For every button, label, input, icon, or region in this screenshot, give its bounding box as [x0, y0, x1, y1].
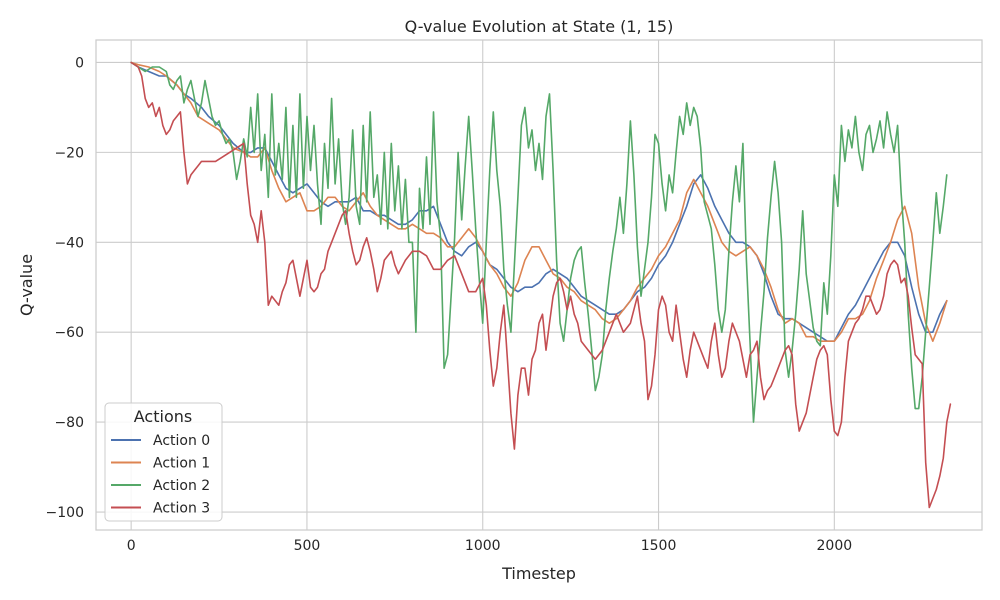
y-tick-label: −20 — [54, 145, 84, 161]
series-lines — [130, 61, 952, 509]
x-tick-label: 1000 — [465, 538, 501, 554]
legend-label-action-3: Action 3 — [153, 501, 210, 517]
x-axis-label: Timestep — [501, 564, 576, 583]
x-tick-label: 500 — [294, 538, 321, 554]
legend-label-action-0: Action 0 — [153, 433, 210, 449]
tick-labels: 0 500 1000 1500 2000 0 −20 −40 −60 −80 −100 — [46, 55, 853, 554]
x-tick-label: 0 — [127, 538, 136, 554]
y-axis-label: Q-value — [17, 254, 36, 316]
x-tick-label: 1500 — [641, 538, 677, 554]
y-tick-label: −80 — [54, 415, 84, 431]
legend: Actions Action 0 Action 1 Action 2 Action 3 — [104, 402, 223, 522]
y-tick-label: −60 — [54, 325, 84, 341]
legend-label-action-2: Action 2 — [153, 478, 210, 494]
series-line-action-3 — [130, 61, 952, 509]
y-tick-label: −40 — [54, 235, 84, 251]
series-line-action-1 — [130, 61, 948, 343]
chart-title: Q-value Evolution at State (1, 15) — [405, 17, 674, 36]
legend-box — [104, 402, 223, 522]
y-tick-label: −100 — [46, 505, 84, 521]
x-tick-label: 2000 — [817, 538, 853, 554]
y-tick-label: 0 — [75, 55, 84, 71]
legend-label-action-1: Action 1 — [153, 456, 210, 472]
legend-title: Actions — [134, 407, 192, 426]
grid-lines — [96, 40, 982, 530]
series-line-action-2 — [130, 61, 948, 423]
legend-items: Action 0 Action 1 Action 2 Action 3 — [111, 433, 210, 517]
plot-area-frame — [95, 39, 983, 531]
